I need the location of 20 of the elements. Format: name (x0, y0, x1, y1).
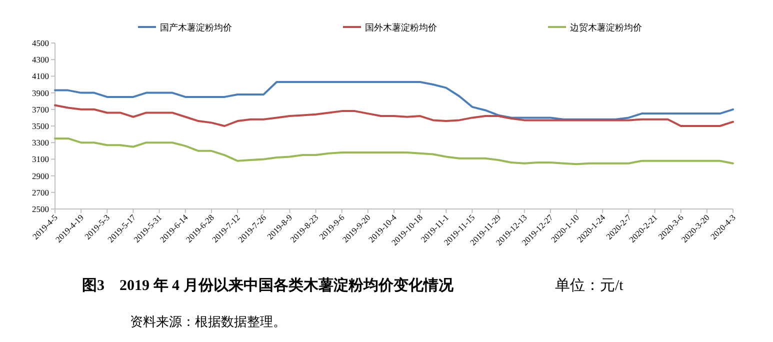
y-tick-label: 3700 (32, 104, 49, 114)
text: 资料来源：根据数据整理。 (130, 314, 286, 329)
y-tick-label: 3500 (32, 121, 49, 131)
text: 单位：元/t (555, 277, 624, 294)
legend-label: 国外木薯淀粉均价 (365, 22, 437, 32)
y-tick-label: 2500 (32, 204, 49, 214)
y-tick-label: 4500 (32, 38, 49, 48)
line-series (54, 137, 734, 166)
line-series (54, 81, 734, 120)
legend-label: 国产木薯淀粉均价 (160, 22, 232, 32)
y-tick-label: 3900 (32, 88, 49, 98)
y-tick-label: 3100 (32, 154, 49, 164)
legend-label: 边贸木薯淀粉均价 (570, 22, 642, 32)
y-tick-label: 3300 (32, 138, 49, 148)
y-tick-label: 4300 (32, 54, 49, 65)
y-tick-label: 2900 (32, 170, 49, 181)
y-tick-label: 4100 (32, 71, 49, 82)
line-series (54, 104, 734, 127)
y-tick-label: 2700 (32, 187, 49, 198)
text: 图3 2019 年 4 月份以来中国各类木薯淀粉均价变化情况 (82, 276, 454, 294)
